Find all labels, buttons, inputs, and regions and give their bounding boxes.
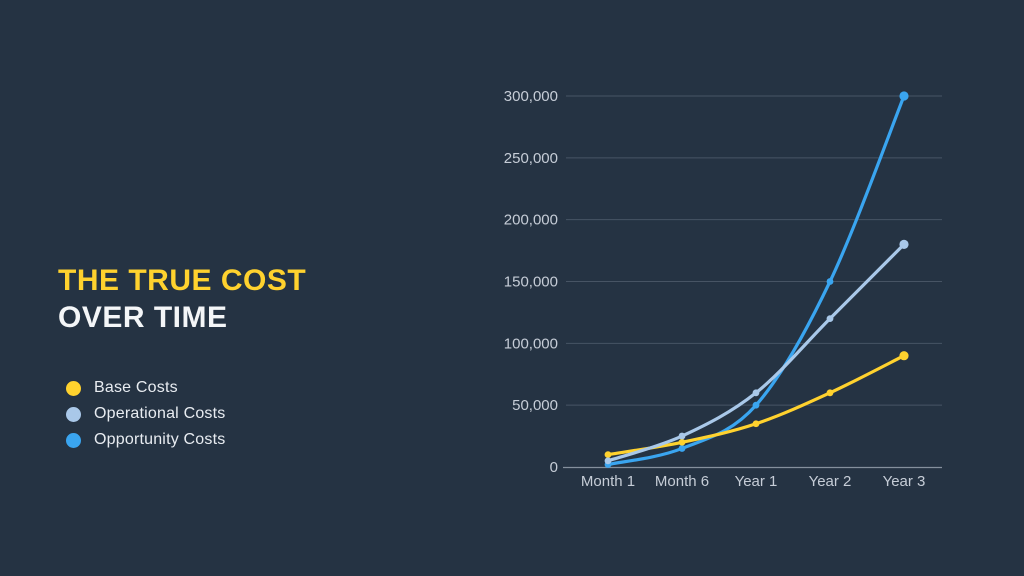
title-line-2: OVER TIME (58, 301, 228, 334)
chart-legend: Base Costs Operational Costs Opportunity C… (66, 375, 225, 453)
legend-item-label: Operational Costs (94, 405, 226, 422)
legend-item: Operational Costs (66, 401, 225, 427)
y-axis-tick-label: 150,000 (504, 274, 558, 291)
y-axis-tick-label: 50,000 (512, 397, 558, 414)
x-axis-tick-label: Year 3 (883, 473, 926, 490)
data-point-marker (826, 315, 834, 322)
y-axis-tick-label: 250,000 (504, 150, 558, 167)
data-point-marker (678, 432, 686, 440)
legend-item-label: Opportunity Costs (94, 431, 226, 448)
data-point-marker (752, 389, 760, 397)
data-point-marker (826, 389, 834, 397)
series-line (606, 94, 906, 467)
data-point-marker (752, 401, 760, 409)
y-axis-tick-label: 300,000 (504, 88, 558, 105)
data-point-marker (678, 445, 686, 452)
legend-item-label: Base Costs (94, 379, 178, 396)
circle-swatch-icon (66, 406, 81, 422)
data-point-marker (899, 351, 909, 361)
series-line (606, 242, 906, 463)
y-axis-tick-label: 0 (550, 459, 558, 476)
data-point-marker (826, 278, 834, 285)
data-point-marker (678, 438, 686, 446)
x-axis-tick-label: Year 2 (809, 473, 852, 490)
circle-swatch-icon (66, 380, 81, 396)
x-axis-tick-label: Month 6 (655, 473, 709, 490)
line-chart: 0 50,000 100,000 150,000 200,000 250,000 300,0… (504, 88, 942, 490)
data-point-marker (752, 420, 760, 428)
data-point-marker (604, 451, 612, 459)
legend-item: Base Costs (66, 375, 225, 401)
x-axis-tick-label: Year 1 (735, 473, 778, 490)
circle-swatch-icon (66, 432, 81, 448)
data-point-marker (899, 91, 909, 101)
data-point-marker (899, 239, 909, 249)
y-axis-tick-label: 200,000 (504, 212, 558, 229)
page-title: THE TRUE COST OVER TIME (58, 262, 306, 336)
x-axis-tick-label: Month 1 (581, 473, 635, 490)
legend-item: Opportunity Costs (66, 427, 225, 453)
data-point-marker (604, 457, 612, 465)
title-line-1: THE TRUE COST (58, 264, 307, 297)
y-axis-tick-label: 100,000 (504, 335, 558, 352)
